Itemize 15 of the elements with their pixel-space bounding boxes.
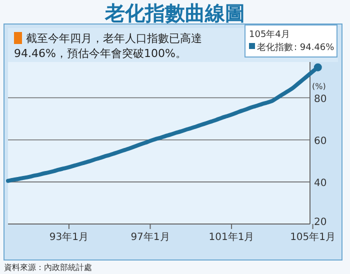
x-tick-label: 97年1月 [130, 231, 170, 243]
legend-label: 老化指數 [257, 42, 293, 53]
x-tick-label: 101年1月 [208, 231, 254, 243]
x-tick-label: 93年1月 [49, 231, 89, 243]
chart-title: 老化指數曲線圖 [104, 1, 245, 25]
y-axis-title: (%) [312, 82, 326, 91]
y-tick-label: 40 [314, 178, 327, 189]
y-tick-label: 80 [314, 94, 327, 105]
y-tick-label: 60 [314, 136, 327, 147]
source-note: 資料來源：內政部統計處 [4, 263, 92, 272]
x-tick-label: 105年1月 [290, 231, 336, 243]
chart-subtitle: 截至今年四月，老年人口指數已高達94.46%，預估今年會突破100%。 [14, 32, 202, 60]
data-label: : 94.46% [294, 43, 335, 53]
y-tick-label: 20 [314, 217, 327, 228]
text: 105年4月 [249, 29, 290, 40]
